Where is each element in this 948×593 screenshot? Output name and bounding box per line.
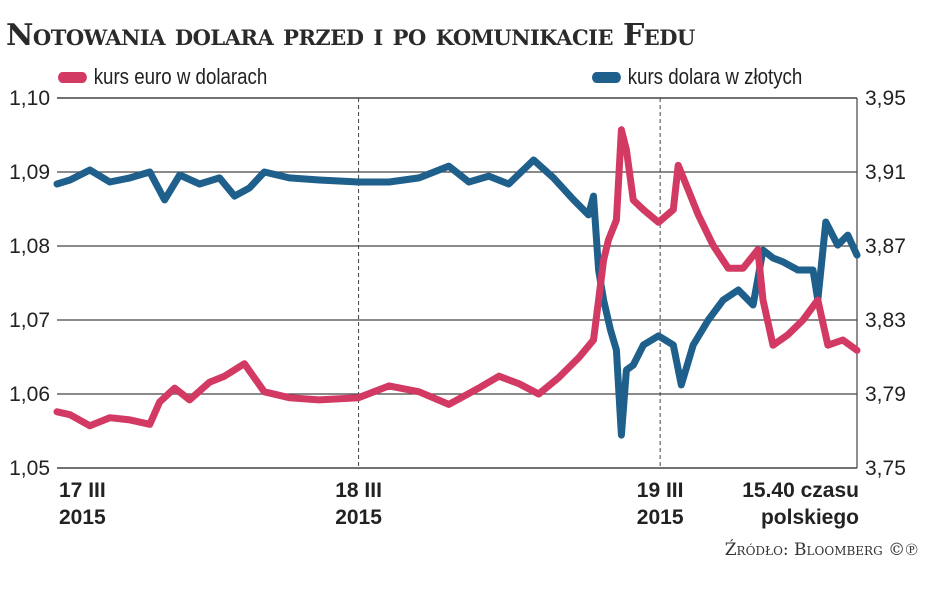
x-tick-label-line2: 2015 [59, 506, 106, 529]
y-left-tick-label: 1,08 [9, 235, 50, 258]
x-tick-label-line2: polskiego [761, 506, 859, 529]
x-tick-label: 18 III [335, 479, 382, 502]
legend-label-dollar: kurs dolara w złotych [627, 64, 803, 89]
legend-item-dollar: kurs dolara w złotych [592, 64, 802, 90]
y-left-tick-label: 1,10 [9, 87, 50, 110]
series-line-usd-pln [53, 156, 861, 439]
y-left-tick-label: 1,05 [9, 457, 50, 480]
x-tick-label: 15.40 czasu [742, 479, 859, 502]
legend-swatch-dollar [592, 71, 621, 83]
y-right-tick-label: 3,75 [865, 457, 906, 480]
y-right-tick-label: 3,87 [865, 235, 906, 258]
x-tick-label-line2: 2015 [335, 506, 382, 529]
chart-title: Notowania dolara przed i po komunikacie … [6, 18, 695, 53]
series-line-euro-usd [53, 126, 861, 430]
y-right-tick-label: 3,79 [865, 383, 906, 406]
y-right-tick-label: 3,83 [865, 309, 906, 332]
legend-item-euro: kurs euro w dolarach [58, 64, 267, 90]
x-tick-label: 17 III [59, 479, 106, 502]
x-tick-label: 19 III [637, 479, 684, 502]
y-left-tick-label: 1,09 [9, 161, 50, 184]
y-right-tick-label: 3,95 [865, 87, 906, 110]
legend-swatch-euro [58, 71, 87, 83]
y-left-tick-label: 1,07 [9, 309, 50, 332]
legend-label-euro: kurs euro w dolarach [93, 64, 268, 89]
x-tick-label-line2: 2015 [637, 506, 684, 529]
y-left-tick-label: 1,06 [9, 383, 50, 406]
y-right-tick-label: 3,91 [865, 161, 906, 184]
source-note: Źródło: Bloomberg ©℗ [724, 540, 918, 560]
